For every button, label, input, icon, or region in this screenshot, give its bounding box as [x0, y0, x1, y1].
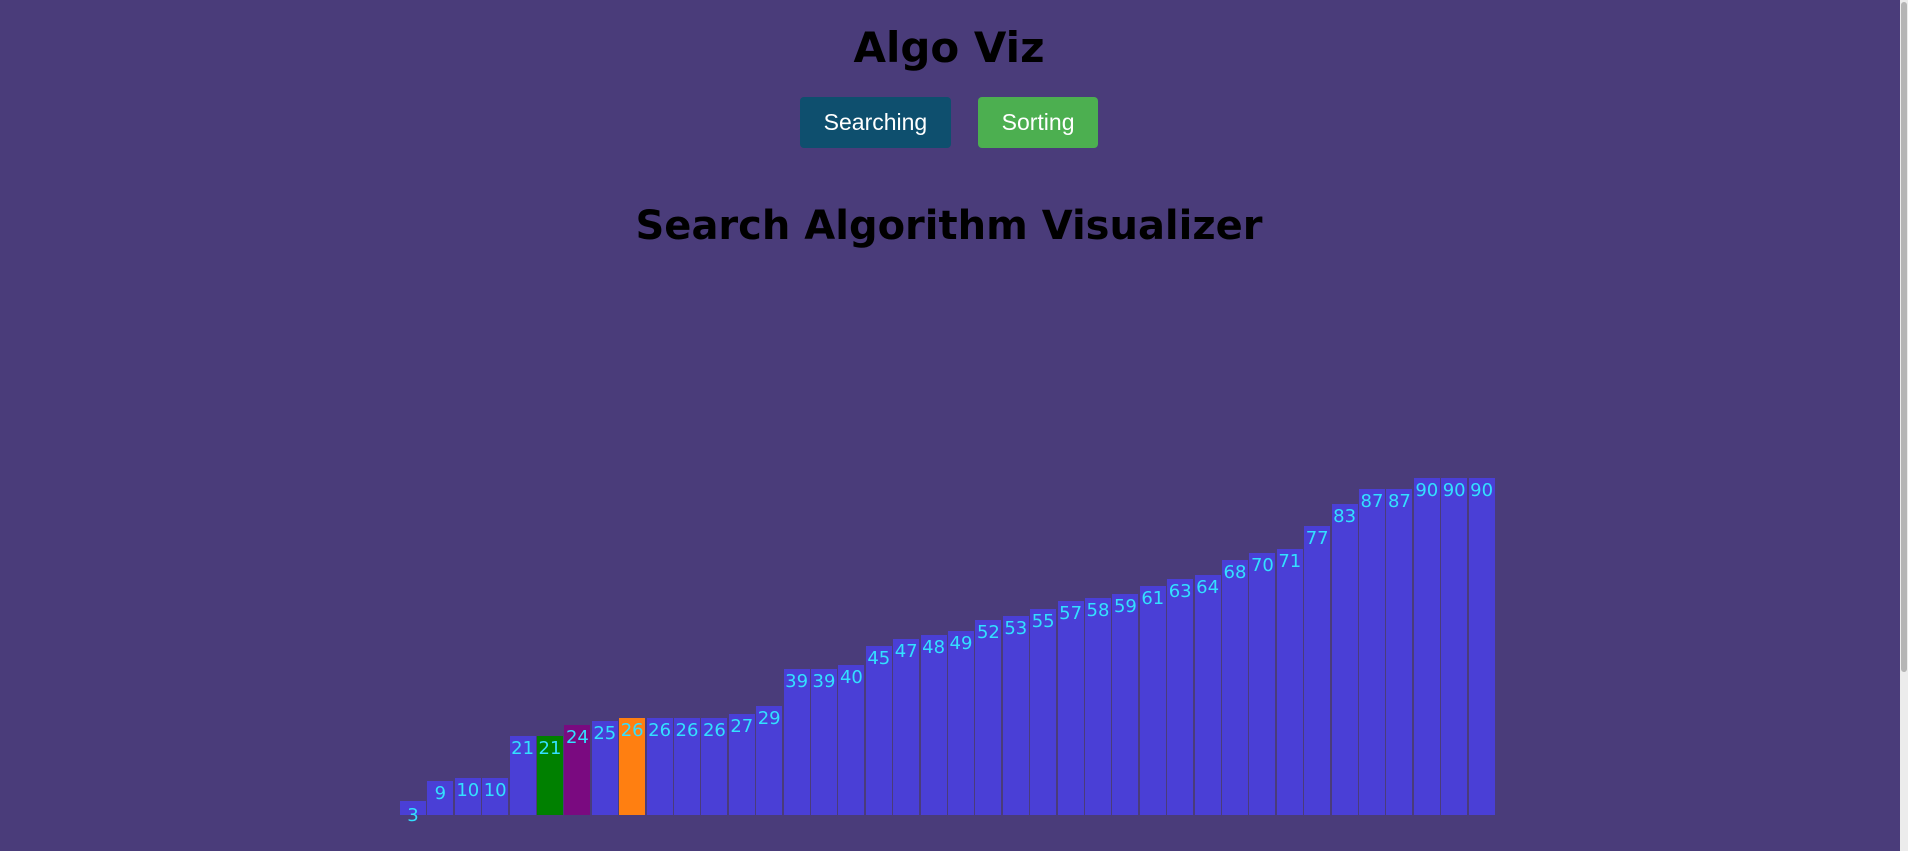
array-bar-chart: 3 9 10 10 21 21 24 25 26 26 26 26 27 29 39 39 40 45 47 48 49…: [400, 460, 1500, 826]
array-bar: 70: [1249, 552, 1276, 815]
array-bar: 58: [1085, 597, 1111, 815]
bar-value-label: 53: [1004, 618, 1028, 640]
array-bar: 39: [811, 668, 837, 815]
array-bar: 47: [893, 638, 920, 815]
array-bar: 10: [454, 777, 481, 815]
app-title: Algo Viz: [853, 23, 1045, 72]
bar-value-label: 57: [1059, 603, 1083, 625]
bar-value-label: 48: [922, 637, 946, 658]
bar-value-label: 10: [483, 779, 507, 801]
bar-value-label: 63: [1168, 580, 1192, 602]
bar-value-label: 68: [1223, 562, 1247, 583]
bar-value-label: 61: [1141, 588, 1165, 610]
array-bar: 63: [1167, 578, 1194, 815]
bar-value-label: 25: [593, 723, 617, 745]
array-bar: 26: [646, 717, 673, 815]
array-bar: 83: [1331, 503, 1358, 815]
array-bar: 29: [756, 706, 783, 815]
array-bar: 25: [591, 721, 618, 815]
array-bar: 24: [564, 725, 591, 815]
array-bar: 90: [1468, 477, 1495, 815]
array-bar: 21: [509, 736, 536, 815]
bar-value-label: 26: [675, 719, 699, 741]
bar-value-label: 55: [1031, 610, 1055, 632]
bar-value-label: 29: [757, 708, 781, 730]
bar-value-label: 27: [730, 715, 754, 737]
bar-value-label: 26: [620, 719, 644, 741]
bar-value-label: 26: [648, 719, 672, 741]
array-bar: 10: [482, 777, 509, 815]
array-bar: 48: [920, 635, 947, 815]
bar-value-label: 52: [976, 622, 1000, 643]
bar-value-label: 21: [511, 738, 535, 760]
array-bar: 9: [427, 781, 454, 815]
array-bar: 39: [783, 668, 810, 815]
bar-value-label: 10: [456, 779, 480, 801]
array-bar: 26: [674, 717, 700, 815]
array-bar: 64: [1194, 575, 1221, 815]
bar-value-label: 9: [434, 783, 447, 805]
array-bar: 49: [948, 631, 974, 815]
bar-value-label: 83: [1333, 505, 1357, 527]
algorithm-nav: Searching Sorting: [0, 97, 1898, 148]
bar-value-label: 45: [867, 648, 891, 670]
bar-value-label: 3: [407, 805, 419, 826]
array-bar: 40: [838, 665, 865, 815]
bar-value-label: 90: [1415, 479, 1439, 501]
bar-value-label: 39: [812, 670, 836, 692]
array-bar: 45: [865, 646, 892, 815]
sorting-button[interactable]: Sorting: [978, 97, 1099, 148]
bar-value-label: 47: [894, 640, 918, 662]
array-bar: 68: [1222, 560, 1248, 815]
vertical-scrollbar[interactable]: [1900, 0, 1908, 851]
array-bar: 26: [619, 717, 646, 815]
array-bar: 21: [537, 736, 563, 815]
visualizer-title: Search Algorithm Visualizer: [635, 203, 1263, 249]
array-bar: 55: [1030, 608, 1057, 815]
searching-button[interactable]: Searching: [799, 97, 951, 148]
array-bar: 87: [1386, 488, 1413, 815]
bar-value-label: 49: [949, 633, 973, 655]
array-bar: 87: [1359, 488, 1385, 815]
bar-value-label: 40: [839, 667, 863, 688]
array-bar: 61: [1139, 586, 1166, 815]
bar-value-label: 21: [538, 738, 562, 760]
array-bar: 71: [1276, 548, 1303, 815]
bar-value-label: 77: [1305, 528, 1329, 550]
array-bar: 59: [1112, 593, 1139, 815]
array-bar: 27: [728, 713, 755, 815]
bar-value-label: 24: [565, 727, 589, 748]
bar-value-label: 26: [702, 719, 726, 741]
bar-value-label: 58: [1086, 599, 1110, 621]
array-bar: 57: [1057, 601, 1084, 815]
array-bar: 90: [1441, 477, 1468, 815]
scrollbar-thumb[interactable]: [1901, 2, 1907, 672]
bar-value-label: 87: [1387, 490, 1411, 512]
array-bar: 52: [975, 620, 1002, 815]
bar-value-label: 39: [785, 670, 809, 692]
array-bar: 90: [1413, 477, 1440, 815]
array-bar: 26: [701, 717, 728, 815]
bar-value-label: 64: [1196, 577, 1220, 598]
bar-value-label: 59: [1113, 595, 1137, 617]
array-bar: 77: [1304, 526, 1331, 815]
bar-value-label: 90: [1442, 479, 1466, 501]
array-bar: 53: [1002, 616, 1029, 815]
bar-value-label: 70: [1250, 554, 1274, 576]
array-bar: 3: [400, 801, 426, 826]
bar-value-label: 71: [1278, 550, 1302, 572]
bar-value-label: 87: [1360, 490, 1384, 512]
bar-value-label: 90: [1470, 479, 1494, 501]
